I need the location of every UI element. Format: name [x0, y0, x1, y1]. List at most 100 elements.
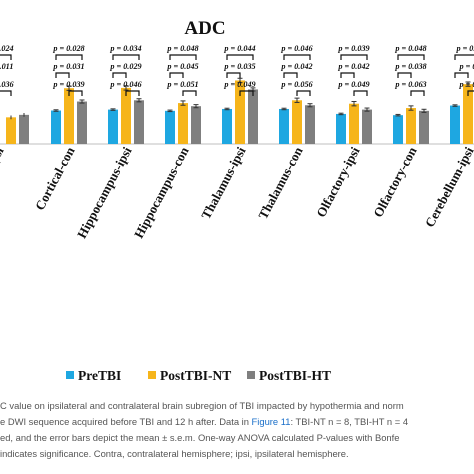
p-value-bracket-4-low — [239, 90, 254, 96]
bar-pretbi-2 — [108, 109, 118, 144]
caption-line-1: C value on ipsilateral and contralateral… — [0, 400, 404, 411]
bar-pretbi-3 — [165, 110, 175, 144]
x-tick-label-5: Thalamus-con — [255, 144, 306, 222]
bar-pretbi-5 — [279, 108, 289, 144]
p-value-bracket-5-low — [296, 90, 311, 96]
p-value-bracket-0-low — [0, 90, 12, 96]
p-value-bracket-2-mid — [112, 72, 127, 78]
p-value-bracket-5-mid — [283, 72, 298, 78]
p-value-label-0-low: p = 0.036 — [0, 80, 15, 89]
legend: PreTBI PostTBI-NT PostTBI-HT — [66, 368, 331, 383]
p-value-bracket-7-top — [397, 54, 425, 60]
bar-posttbi-nt-6 — [349, 103, 359, 144]
bar-posttbi-ht-3 — [191, 106, 201, 144]
p-value-bracket-3-top — [169, 54, 197, 60]
bar-posttbi-ht-4 — [248, 89, 258, 144]
p-value-bracket-2-low — [125, 90, 140, 96]
p-value-label-5-mid: p = 0.042 — [280, 62, 312, 71]
p-value-label-6-mid: p = 0.042 — [337, 62, 369, 71]
bar-pretbi-7 — [393, 115, 403, 144]
bar-posttbi-ht-2 — [134, 100, 144, 144]
p-value-label-1-top: p = 0.028 — [52, 44, 84, 53]
p-value-label-6-low: p = 0.049 — [337, 80, 369, 89]
p-value-label-2-top: p = 0.034 — [109, 44, 141, 53]
bar-pretbi-6 — [336, 113, 346, 144]
x-tick-label-7: Olfactory-con — [370, 144, 420, 220]
p-value-label-2-low: p = 0.046 — [109, 80, 142, 89]
bar-partial-left-1 — [19, 114, 29, 144]
legend-swatch-0 — [66, 371, 74, 379]
x-tick-label-1: Cortical-con — [32, 144, 78, 213]
figure-caption: C value on ipsilateral and contralateral… — [0, 398, 474, 474]
chart-title: ADC — [184, 18, 225, 39]
bar-pretbi-1 — [51, 110, 61, 144]
p-value-bracket-3-mid — [169, 72, 184, 78]
bar-posttbi-ht-7 — [419, 110, 429, 144]
p-value-bracket-8-low — [467, 90, 474, 96]
bar-posttbi-nt-5 — [292, 100, 302, 144]
caption-line-2: e DWI sequence acquired before TBI and 1… — [0, 414, 474, 430]
p-value-bracket-4-top — [226, 54, 254, 60]
legend-swatch-2 — [247, 371, 255, 379]
bar-posttbi-ht-6 — [362, 109, 372, 144]
p-value-bracket-1-mid — [55, 72, 70, 78]
x-tick-label-8: Cerebellum-ipsi — [422, 144, 474, 230]
legend-label-1: PostTBI-NT — [160, 368, 231, 383]
p-value-bracket-4-mid — [226, 72, 241, 78]
p-value-label-4-mid: p = 0.035 — [223, 62, 255, 71]
bar-partial-left-0 — [6, 117, 16, 144]
legend-label-0: PreTBI — [78, 368, 121, 383]
p-value-label-6-top: p = 0.039 — [337, 44, 369, 53]
bar-posttbi-ht-1 — [77, 101, 87, 144]
bar-posttbi-nt-7 — [406, 108, 416, 144]
p-value-label-8-low: p = 0 — [459, 80, 474, 89]
x-tick-label-3: Hippocampus-con — [131, 144, 192, 241]
x-tick-label-4: Thalamus-ipsi — [198, 144, 249, 222]
caption-line-2a: e DWI sequence acquired before TBI and 1… — [0, 416, 252, 427]
caption-line-4: indicates significance. Contra, contrala… — [0, 448, 349, 459]
legend-swatch-1 — [148, 371, 156, 379]
p-value-bracket-7-low — [410, 90, 425, 96]
p-value-bracket-7-mid — [397, 72, 412, 78]
p-value-label-1-low: p = 0.039 — [52, 80, 84, 89]
p-value-bracket-6-mid — [340, 72, 355, 78]
p-value-label-7-low: p = 0.063 — [394, 80, 426, 89]
bar-posttbi-nt-4 — [235, 80, 245, 144]
p-value-label-4-low: p = 0.049 — [223, 80, 255, 89]
p-value-label-1-mid: p = 0.031 — [52, 62, 84, 71]
p-value-label-2-mid: p = 0.029 — [109, 62, 141, 71]
p-value-bracket-6-top — [340, 54, 368, 60]
p-value-label-4-top: p = 0.044 — [223, 44, 255, 53]
p-value-label-3-top: p = 0.048 — [166, 44, 198, 53]
legend-label-2: PostTBI-HT — [259, 368, 331, 383]
caption-line-2b: : TBI-NT n = 8, TBI-HT n = 4 — [290, 416, 409, 427]
x-tick-label-2: Hippocampus-ipsi — [74, 144, 135, 241]
figure-11-link[interactable]: Figure 11 — [251, 416, 291, 427]
p-value-bracket-8-top — [454, 54, 474, 60]
x-tick-label-6: Olfactory-ipsi — [313, 144, 363, 220]
bar-posttbi-nt-3 — [178, 103, 188, 144]
p-value-bracket-6-low — [353, 90, 368, 96]
p-value-label-0-mid: p = 0.011 — [0, 62, 13, 71]
bar-posttbi-ht-5 — [305, 105, 315, 144]
p-value-bracket-1-low — [68, 90, 83, 96]
p-value-label-0-top: p = 0.024 — [0, 44, 14, 53]
p-value-label-5-low: p = 0.056 — [280, 80, 313, 89]
p-value-label-3-low: p = 0.051 — [166, 80, 198, 89]
bar-posttbi-nt-2 — [121, 87, 131, 144]
p-value-label-7-top: p = 0.048 — [394, 44, 426, 53]
bar-pretbi-4 — [222, 108, 232, 144]
bar-posttbi-nt-8 — [463, 84, 473, 144]
bar-posttbi-nt-1 — [64, 88, 74, 144]
p-value-bracket-5-top — [283, 54, 311, 60]
x-tick-label-0: ipsi — [0, 144, 7, 169]
adc-bar-chart: ADC p = 0.024 p = 0.011 p = 0.036 p = 0.028… — [0, 18, 474, 383]
p-value-bracket-0-top — [0, 54, 12, 60]
p-value-bracket-3-low — [182, 90, 197, 96]
p-value-label-5-top: p = 0.046 — [280, 44, 313, 53]
significance-annotations: p = 0.024 p = 0.011 p = 0.036 p = 0.028 p = … — [0, 44, 474, 96]
caption-line-3: ed, and the error bars depict the mean ±… — [0, 432, 400, 443]
p-value-label-8-mid: p = 0 — [459, 62, 474, 71]
p-value-bracket-1-top — [55, 54, 83, 60]
x-tick-labels: ipsi Cortical-conHippocampus-ipsiHippocam… — [0, 144, 474, 241]
